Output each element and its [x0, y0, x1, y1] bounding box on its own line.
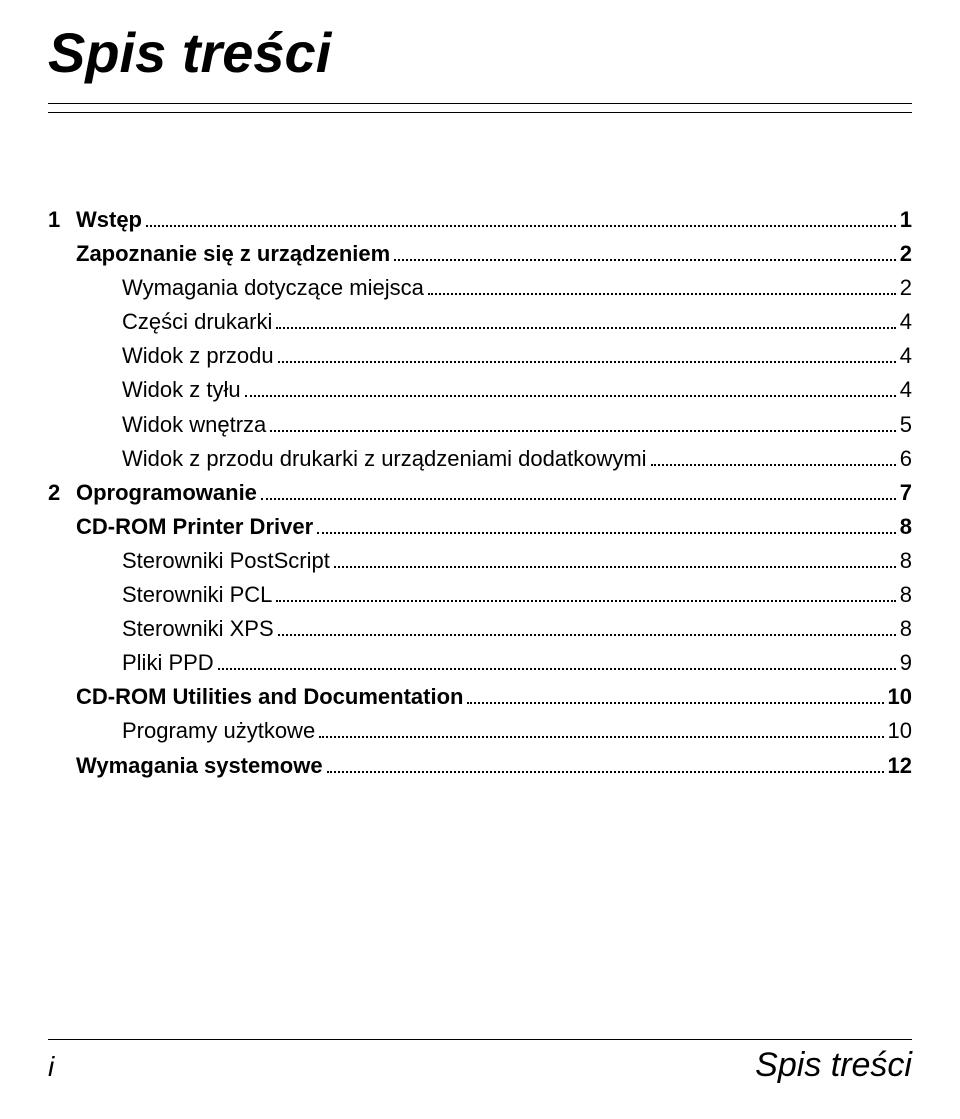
toc-page-number: 8: [900, 510, 912, 544]
toc-entry-label: Widok wnętrza: [122, 408, 266, 442]
toc-page-number: 2: [900, 237, 912, 271]
footer-page-number: i: [48, 1051, 54, 1083]
toc-page-number: 12: [888, 749, 912, 783]
toc-entry-label: Wymagania dotyczące miejsca: [122, 271, 424, 305]
footer-section-title: Spis treści: [755, 1046, 912, 1085]
toc-leader-dots: [467, 687, 883, 705]
toc-entry-label: Sterowniki PostScript: [122, 544, 330, 578]
toc-chapter-number: 1: [48, 203, 76, 237]
toc-page-number: 5: [900, 408, 912, 442]
toc-leader-dots: [276, 312, 895, 330]
toc-row: Widok z przodu 4: [48, 339, 912, 373]
toc-leader-dots: [317, 516, 896, 534]
toc-row: CD-ROM Printer Driver 8: [48, 510, 912, 544]
toc-entry-label: Pliki PPD: [122, 646, 214, 680]
toc-leader-dots: [394, 244, 896, 262]
toc-page-number: 8: [900, 578, 912, 612]
toc-entry-label: Widok z przodu: [122, 339, 274, 373]
toc-entry-label: Programy użytkowe: [122, 714, 315, 748]
title-rule-2: [48, 112, 912, 113]
toc-row: Części drukarki 4: [48, 305, 912, 339]
toc-entry-label: Sterowniki PCL: [122, 578, 272, 612]
page-title: Spis treści: [48, 20, 912, 85]
toc-leader-dots: [651, 448, 896, 466]
toc-page-number: 4: [900, 373, 912, 407]
toc-entry-label: CD-ROM Utilities and Documentation: [76, 680, 463, 714]
toc-row: Programy użytkowe 10: [48, 714, 912, 748]
toc-row: Widok z tyłu 4: [48, 373, 912, 407]
toc-chapter-number: 2: [48, 476, 76, 510]
table-of-contents: 1Wstęp1Zapoznanie się z urządzeniem2Wyma…: [48, 203, 912, 783]
toc-row: Pliki PPD 9: [48, 646, 912, 680]
toc-leader-dots: [146, 209, 896, 227]
toc-leader-dots: [261, 482, 896, 500]
toc-page-number: 6: [900, 442, 912, 476]
toc-entry-label: Widok z tyłu: [122, 373, 241, 407]
toc-page-number: 1: [900, 203, 912, 237]
toc-leader-dots: [270, 414, 895, 432]
toc-leader-dots: [276, 584, 895, 602]
toc-row: Sterowniki PCL 8: [48, 578, 912, 612]
page-footer: i Spis treści: [48, 1039, 912, 1085]
toc-entry-label: Widok z przodu drukarki z urządzeniami d…: [122, 442, 647, 476]
toc-row: Wymagania dotyczące miejsca 2: [48, 271, 912, 305]
toc-entry-label: Części drukarki: [122, 305, 272, 339]
toc-page-number: 10: [888, 714, 912, 748]
toc-page-number: 7: [900, 476, 912, 510]
toc-page-number: 9: [900, 646, 912, 680]
toc-row: Widok z przodu drukarki z urządzeniami d…: [48, 442, 912, 476]
toc-row: Sterowniki XPS 8: [48, 612, 912, 646]
toc-row: Zapoznanie się z urządzeniem 2: [48, 237, 912, 271]
toc-row: CD-ROM Utilities and Documentation 10: [48, 680, 912, 714]
toc-leader-dots: [428, 278, 896, 296]
toc-row: Widok wnętrza 5: [48, 408, 912, 442]
toc-page-number: 8: [900, 544, 912, 578]
toc-row: 1Wstęp1: [48, 203, 912, 237]
toc-page-number: 10: [888, 680, 912, 714]
toc-leader-dots: [245, 380, 896, 398]
toc-row: Sterowniki PostScript 8: [48, 544, 912, 578]
toc-entry-label: Wymagania systemowe: [76, 749, 323, 783]
toc-entry-label: Sterowniki XPS: [122, 612, 274, 646]
toc-leader-dots: [334, 550, 896, 568]
toc-page-number: 4: [900, 339, 912, 373]
toc-entry-label: CD-ROM Printer Driver: [76, 510, 313, 544]
toc-page-number: 8: [900, 612, 912, 646]
toc-leader-dots: [218, 653, 896, 671]
toc-page-number: 4: [900, 305, 912, 339]
toc-row: 2Oprogramowanie 7: [48, 476, 912, 510]
toc-leader-dots: [327, 755, 884, 773]
toc-leader-dots: [319, 721, 883, 739]
toc-leader-dots: [278, 346, 896, 364]
toc-page-number: 2: [900, 271, 912, 305]
toc-entry-label: Wstęp: [76, 203, 142, 237]
toc-entry-label: Oprogramowanie: [76, 476, 257, 510]
footer-rule: [48, 1039, 912, 1040]
toc-leader-dots: [278, 619, 896, 637]
toc-row: Wymagania systemowe 12: [48, 749, 912, 783]
toc-entry-label: Zapoznanie się z urządzeniem: [76, 237, 390, 271]
